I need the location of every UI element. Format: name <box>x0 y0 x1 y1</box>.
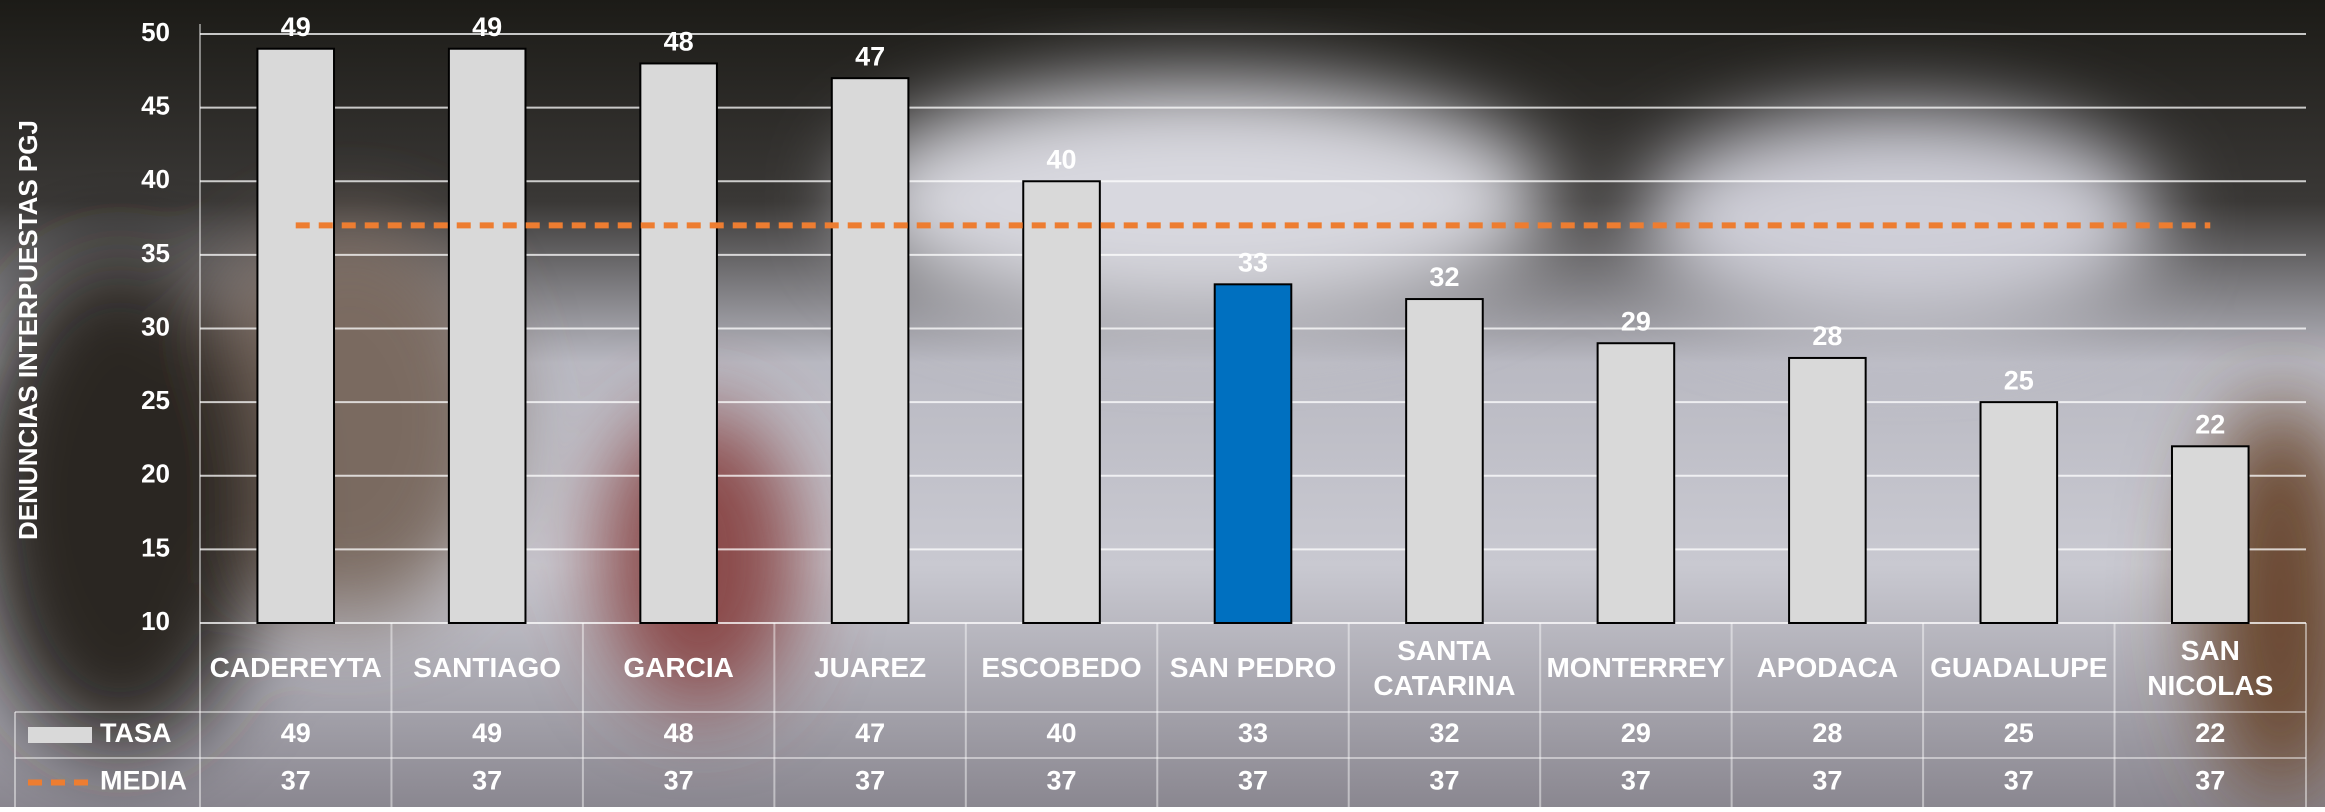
x-tick-label: SAN PEDRO <box>1169 652 1337 683</box>
data-label: 47 <box>855 41 885 71</box>
x-tick-label-box: APODACA <box>1756 652 1899 683</box>
table-value: 37 <box>1621 766 1651 796</box>
data-label: 48 <box>664 27 694 57</box>
table-value: 40 <box>1047 718 1077 748</box>
bar <box>256 47 336 625</box>
table-value: 37 <box>664 766 694 796</box>
table-value: 33 <box>1238 718 1268 748</box>
table-value: 49 <box>472 718 502 748</box>
x-tick-label-box: MONTERREY <box>1546 652 1726 683</box>
legend-label: TASA <box>100 718 172 748</box>
x-tick-label-box: GUADALUPE <box>1930 652 2108 683</box>
x-tick-label-box: JUAREZ <box>814 652 927 683</box>
bar <box>830 77 910 625</box>
table-value: 28 <box>1812 718 1842 748</box>
bar <box>1213 283 1293 624</box>
y-tick-label: 35 <box>141 238 170 268</box>
table-value: 37 <box>1238 766 1268 796</box>
bar <box>1022 180 1101 624</box>
y-axis-label: DENUNCIAS INTERPUESTAS PGJ <box>13 120 43 540</box>
x-tick-label-box: CADEREYTA <box>209 652 382 683</box>
table-value: 37 <box>1047 766 1077 796</box>
x-tick-label: ESCOBEDO <box>981 652 1142 683</box>
x-tick-label: APODACA <box>1756 652 1899 683</box>
x-tick-label-box: SANTIAGO <box>413 652 562 683</box>
x-tick-label: JUAREZ <box>814 652 927 683</box>
table-value: 48 <box>664 718 694 748</box>
x-tick-label-box: GARCIA <box>623 652 734 683</box>
y-tick-label: 10 <box>141 606 170 636</box>
bar <box>1405 298 1484 624</box>
table-value: 29 <box>1621 718 1651 748</box>
x-tick-label-box: SAN NICOLAS <box>2147 634 2274 701</box>
y-tick-label: 25 <box>141 385 170 415</box>
data-label: 32 <box>1429 262 1459 292</box>
table-value: 22 <box>2195 718 2225 748</box>
data-label: 49 <box>281 12 311 42</box>
x-tick-label: CADEREYTA <box>209 652 382 683</box>
y-tick-label: 20 <box>141 459 170 489</box>
data-label: 40 <box>1047 144 1077 174</box>
legend-label: MEDIA <box>100 766 187 796</box>
bar <box>639 62 718 624</box>
x-tick-label-box: SANTA CATARINA <box>1373 634 1516 701</box>
x-tick-label: SANTIAGO <box>413 652 562 683</box>
table-value: 25 <box>2004 718 2034 748</box>
bar <box>1788 356 1867 624</box>
x-tick-label: MONTERREY <box>1546 652 1726 683</box>
data-label: 49 <box>472 12 502 42</box>
table-value: 47 <box>855 718 885 748</box>
table-value: 37 <box>1429 766 1459 796</box>
x-tick-label: SAN NICOLAS <box>2147 634 2274 701</box>
table-value: 32 <box>1429 718 1459 748</box>
table-value: 37 <box>2195 766 2225 796</box>
data-label: 25 <box>2004 365 2034 395</box>
y-tick-label: 15 <box>141 532 170 562</box>
y-tick-label: 30 <box>141 311 170 341</box>
table-value: 37 <box>2004 766 2034 796</box>
y-tick-label: 50 <box>141 17 170 47</box>
y-tick-label: 45 <box>141 91 170 121</box>
table-value: 49 <box>281 718 311 748</box>
x-tick-label: GARCIA <box>623 652 734 683</box>
x-tick-label: SANTA CATARINA <box>1373 634 1516 701</box>
data-label: 33 <box>1238 247 1268 277</box>
bar <box>1979 401 2059 624</box>
x-tick-label: GUADALUPE <box>1930 652 2108 683</box>
y-tick-label: 40 <box>141 164 170 194</box>
table-value: 37 <box>472 766 502 796</box>
bar <box>2170 445 2250 624</box>
legend-swatch <box>28 727 92 743</box>
bar <box>1596 342 1676 624</box>
bar <box>447 47 527 625</box>
data-label: 29 <box>1621 306 1651 336</box>
table-value: 37 <box>855 766 885 796</box>
x-tick-label-box: ESCOBEDO <box>981 652 1142 683</box>
table-value: 37 <box>1812 766 1842 796</box>
table-value: 37 <box>281 766 311 796</box>
x-tick-label-box: SAN PEDRO <box>1169 652 1337 683</box>
data-label: 22 <box>2195 409 2225 439</box>
data-label: 28 <box>1812 321 1842 351</box>
